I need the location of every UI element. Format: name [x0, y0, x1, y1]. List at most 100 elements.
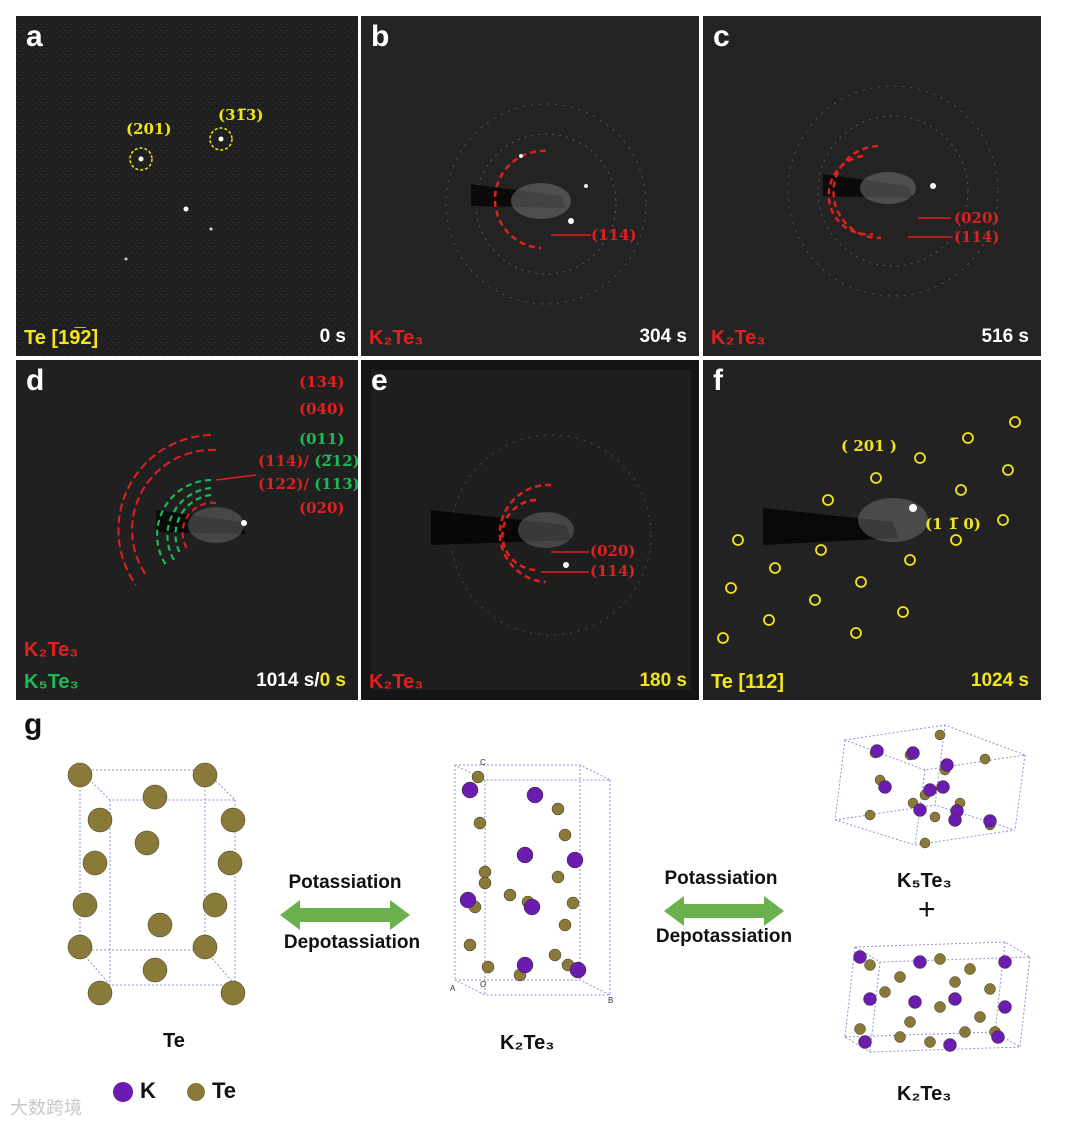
k-atom — [940, 758, 954, 772]
te-atom — [864, 809, 876, 821]
k-atom — [923, 783, 937, 797]
label-114-c: (114) — [954, 228, 1000, 246]
k-atom — [998, 1000, 1012, 1014]
te-atom — [147, 912, 173, 938]
axis-letter-c: C — [480, 758, 486, 767]
axis-letter-b: B — [608, 996, 613, 1005]
label-31-3: (31̅3) — [218, 106, 264, 124]
te-crystal-structure — [67, 762, 246, 1006]
k-atom — [948, 992, 962, 1006]
label-122-113: (122)/ (113) — [258, 475, 358, 493]
k-atom — [858, 1035, 872, 1049]
label-201-f: ( 201 ) — [841, 437, 897, 455]
panel-letter-g: g — [24, 708, 43, 741]
panel-e: e (020) (114) K₂Te₃ 180 s — [361, 360, 699, 700]
phase-label-a: Te [19̅2] — [24, 327, 99, 349]
te-atom — [934, 1001, 946, 1013]
phase-label-b: K₂Te₃ — [369, 327, 424, 349]
label-114-d: (114)/ — [258, 452, 309, 470]
panel-letter-d: d — [26, 364, 45, 397]
panel-a: a (201) (31̅3) Te [19̅2] 0 s — [16, 16, 358, 356]
time-label-b: 304 s — [639, 326, 687, 347]
te-atom — [142, 957, 168, 983]
k-atom — [943, 1038, 957, 1052]
label-020-c: (020) — [954, 209, 1000, 227]
te-atom — [471, 770, 485, 784]
te-atom — [202, 892, 228, 918]
legend-label-te: Te — [212, 1078, 237, 1103]
k-atom — [948, 813, 962, 827]
label-201: (201) — [126, 120, 172, 138]
te-atom — [924, 1036, 936, 1048]
te-atom — [481, 960, 495, 974]
phase-label-f: Te [112] — [711, 671, 784, 693]
te-atom — [503, 888, 517, 902]
k-atom — [461, 781, 479, 799]
k-atom — [569, 961, 587, 979]
k-atom — [566, 851, 584, 869]
te-atom — [974, 1011, 986, 1023]
te-atom — [854, 1023, 866, 1035]
te-atom — [558, 918, 572, 932]
double-arrow-2 — [664, 896, 784, 926]
panel-letter-e: e — [371, 364, 388, 397]
structure-label-te: Te — [163, 1030, 185, 1052]
te-atom — [879, 986, 891, 998]
te-atom — [558, 828, 572, 842]
time-label-e: 180 s — [639, 670, 687, 691]
k-atom — [983, 814, 997, 828]
phase-label-c: K₂Te₃ — [711, 327, 766, 349]
te-atom — [979, 753, 991, 765]
te-atom — [929, 811, 941, 823]
k-atom — [913, 955, 927, 969]
diffraction-pattern-b — [361, 16, 699, 356]
double-arrow-1 — [280, 900, 410, 930]
time-label-d-b: 0 s — [319, 670, 346, 691]
diffraction-pattern-c — [703, 16, 1041, 356]
te-atom — [566, 896, 580, 910]
k5te3-crystal-structure — [834, 724, 1027, 849]
te-atom — [548, 948, 562, 962]
k-atom-legend-icon — [113, 1082, 133, 1102]
k2te3-crystal-structure-right — [843, 941, 1032, 1053]
label-212: (2̅12) — [314, 452, 358, 470]
te-atom — [192, 762, 218, 788]
te-atom — [82, 850, 108, 876]
label-011: (011) — [299, 430, 345, 448]
arrow2-top-label: Potassiation — [664, 868, 778, 889]
arrow2-bottom-label: Depotassiation — [655, 926, 793, 947]
te-atom — [192, 934, 218, 960]
k-atom — [913, 803, 927, 817]
diffraction-pattern-e — [361, 360, 699, 700]
phase-label-e: K₂Te₃ — [369, 671, 424, 693]
k-atom — [878, 780, 892, 794]
te-atom — [864, 959, 876, 971]
te-atom — [67, 934, 93, 960]
te-atom — [934, 953, 946, 965]
time-label-d: 1014 s/0 s — [256, 670, 346, 692]
legend-label-k: K — [140, 1078, 156, 1103]
panel-letter-a: a — [26, 20, 43, 53]
arrow1-bottom-label: Depotassiation — [283, 932, 421, 953]
te-atom — [894, 971, 906, 983]
phase-label-d-red: K₂Te₃ — [24, 639, 79, 661]
te-atom — [72, 892, 98, 918]
te-atom — [478, 876, 492, 890]
arrow1-top-label: Potassiation — [288, 872, 402, 893]
te-atom — [220, 807, 246, 833]
label-020-e: (020) — [590, 542, 636, 560]
k-atom — [516, 956, 534, 974]
label-122: (122)/ — [258, 475, 309, 493]
diffraction-pattern-a — [16, 16, 358, 356]
te-atom — [934, 729, 946, 741]
panel-d: d (134) (040) (011) (114)/ (2̅12) (122)/… — [16, 360, 358, 700]
k-atom — [459, 891, 477, 909]
te-atom — [67, 762, 93, 788]
label-114-b: (114) — [591, 226, 637, 244]
te-atom — [87, 980, 113, 1006]
te-atom — [919, 837, 931, 849]
k-atom — [526, 786, 544, 804]
k-atom — [516, 846, 534, 864]
te-atom — [551, 802, 565, 816]
k-atom — [908, 995, 922, 1009]
